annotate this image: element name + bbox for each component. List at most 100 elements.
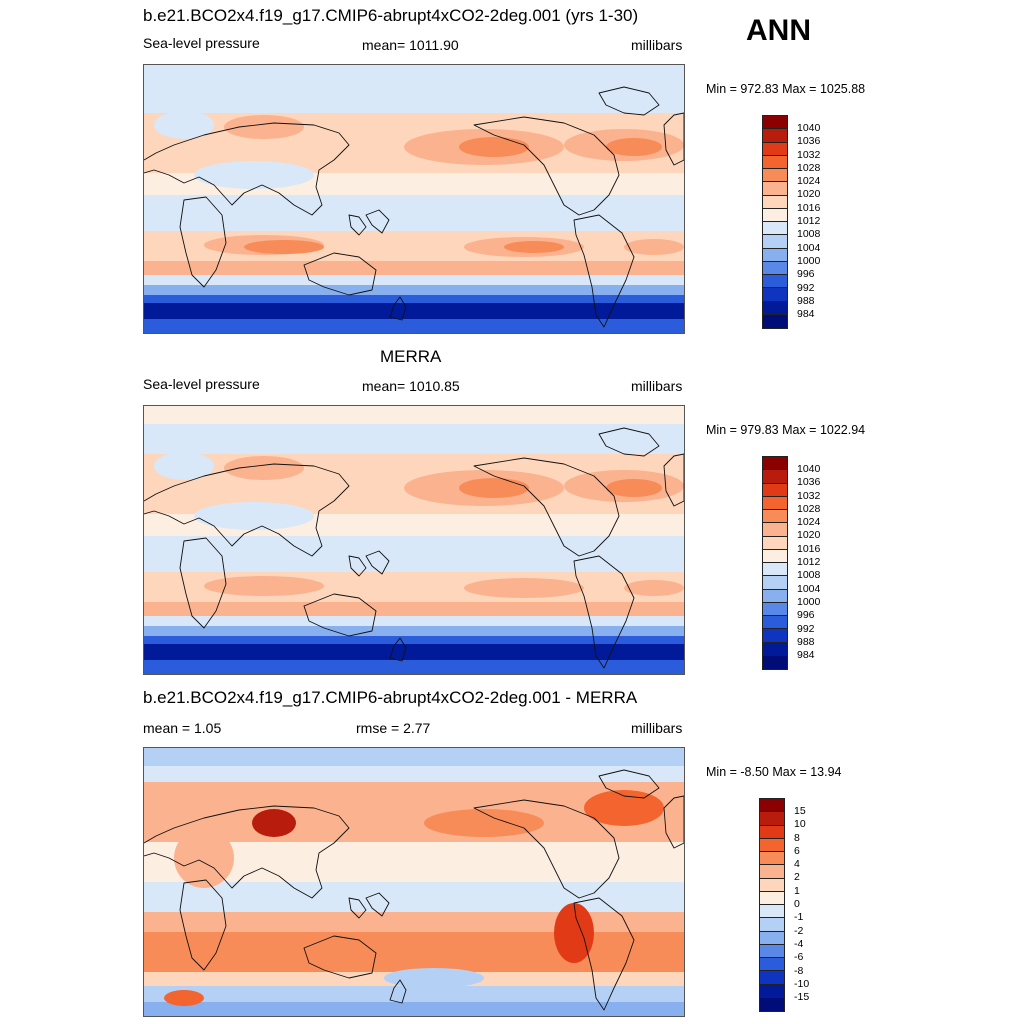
panel2-colorbar-swatch bbox=[763, 616, 787, 630]
panel3-colorbar-swatch bbox=[760, 825, 784, 839]
panel3-colorbar-tick-label: 0 bbox=[794, 898, 800, 911]
panel1-colorbar-swatch bbox=[763, 142, 787, 156]
pressure-band bbox=[144, 536, 684, 572]
panel1-colorbar-tick-label: 1020 bbox=[797, 188, 821, 201]
pressure-band bbox=[144, 83, 684, 113]
pressure-band bbox=[144, 261, 684, 275]
coastline bbox=[389, 637, 407, 662]
panel2-colorbar-tick-label: 1012 bbox=[797, 556, 821, 569]
panel1-colorbar-tick-label: 988 bbox=[797, 294, 815, 307]
panel3-colorbar-swatch bbox=[760, 997, 784, 1011]
pressure-cell bbox=[624, 580, 684, 596]
panel2-colorbar-swatch bbox=[763, 457, 787, 471]
panel1-colorbar-tick-label: 1012 bbox=[797, 215, 821, 228]
panel3-minmax: Min = -8.50 Max = 13.94 bbox=[706, 765, 842, 779]
panel3-colorbar-tick-label: -1 bbox=[794, 911, 804, 924]
panel1-colorbar-tick-label: 1004 bbox=[797, 241, 821, 254]
panel1-colorbar-tick-label: 1024 bbox=[797, 175, 821, 188]
panel3-colorbar-swatch bbox=[760, 799, 784, 813]
coastline bbox=[598, 86, 660, 116]
panel2-colorbar-tick-label: 988 bbox=[797, 635, 815, 648]
panel1-mean: mean= 1011.90 bbox=[362, 37, 459, 53]
pressure-band bbox=[144, 65, 684, 83]
pressure-cell bbox=[164, 990, 204, 1006]
coastline bbox=[303, 935, 377, 979]
panel3-colorbar-tick-label: 6 bbox=[794, 844, 800, 857]
panel3-colorbar-swatch bbox=[760, 918, 784, 932]
coastline bbox=[473, 799, 620, 899]
pressure-band bbox=[144, 406, 684, 424]
pressure-cell bbox=[424, 809, 544, 837]
panel3-colorbar-swatch bbox=[760, 878, 784, 892]
pressure-cell bbox=[606, 479, 662, 497]
panel2-title: MERRA bbox=[380, 347, 442, 366]
panel2-units: millibars bbox=[631, 378, 683, 394]
coastline bbox=[179, 537, 227, 629]
pressure-band bbox=[144, 424, 684, 454]
coastline bbox=[573, 555, 635, 669]
panel1-colorbar-tick-label: 996 bbox=[797, 268, 815, 281]
panel2-colorbar-tick-label: 992 bbox=[797, 622, 815, 635]
panel1-colorbar-swatch bbox=[763, 195, 787, 209]
pressure-cell bbox=[224, 456, 304, 480]
coastline bbox=[573, 214, 635, 328]
panel1-colorbar-labels: 1040 1036 1032 1028 1024 1020 1016 1012 1008 1004… bbox=[797, 122, 820, 321]
panel2-colorbar-labels: 1040 1036 1032 1028 1024 1020 1016 1012 1008 1004… bbox=[797, 463, 820, 662]
pressure-cell bbox=[154, 452, 214, 480]
panel2-colorbar-tick-label: 1000 bbox=[797, 595, 821, 608]
coastline bbox=[348, 214, 367, 236]
coastline bbox=[663, 112, 684, 166]
panel2-colorbar-swatch bbox=[763, 655, 787, 669]
coastline bbox=[144, 122, 350, 216]
panel1-map bbox=[143, 64, 685, 334]
panel1-colorbar-tick-label: 1036 bbox=[797, 135, 821, 148]
panel1-colorbar-swatch bbox=[763, 116, 787, 130]
pressure-cell bbox=[194, 502, 314, 530]
panel1-colorbar-swatch bbox=[763, 155, 787, 169]
panel2-colorbar-swatch bbox=[763, 589, 787, 603]
pressure-cell bbox=[204, 576, 324, 596]
pressure-band bbox=[144, 303, 684, 319]
panel2-minmax: Min = 979.83 Max = 1022.94 bbox=[706, 423, 866, 437]
pressure-cell bbox=[174, 828, 234, 888]
coastline bbox=[365, 892, 390, 917]
panel1-colorbar-tick-label: 1016 bbox=[797, 201, 821, 214]
panel3-rmse: rmse = 2.77 bbox=[356, 720, 431, 736]
panel1-colorbar-swatch bbox=[763, 301, 787, 315]
panel3-colorbar-labels: 15 10 8 6 4 2 1 0 -1 -2 -4 -6 -8 -10 -15 bbox=[794, 805, 809, 1004]
panel2-colorbar-tick-label: 1020 bbox=[797, 529, 821, 542]
panel3-colorbar-tick-label: -15 bbox=[794, 991, 810, 1004]
pressure-band bbox=[144, 275, 684, 285]
pressure-cell bbox=[464, 578, 584, 598]
panel2-colorbar-tick-label: 996 bbox=[797, 609, 815, 622]
pressure-cell bbox=[606, 138, 662, 156]
panel2-colorbar-tick-label: 1024 bbox=[797, 516, 821, 529]
pressure-band bbox=[144, 766, 684, 782]
panel3-colorbar-tick-label: -6 bbox=[794, 951, 804, 964]
panel3-colorbar-tick-label: 10 bbox=[794, 818, 806, 831]
panel1-field-label: Sea-level pressure bbox=[143, 35, 260, 51]
panel2-colorbar-tick-label: 1032 bbox=[797, 489, 821, 502]
coastline bbox=[179, 879, 227, 971]
panel3-mean: mean = 1.05 bbox=[143, 720, 222, 736]
panel3-title: b.e21.BCO2x4.f19_g17.CMIP6-abrupt4xCO2-2… bbox=[143, 688, 638, 707]
pressure-cell bbox=[194, 161, 314, 189]
panel2-colorbar-tick-label: 1028 bbox=[797, 502, 821, 515]
panel1-title: b.e21.BCO2x4.f19_g17.CMIP6-abrupt4xCO2-2… bbox=[143, 6, 639, 25]
panel1-colorbar-tick-label: 1000 bbox=[797, 254, 821, 267]
panel3-colorbar-tick-label: -4 bbox=[794, 937, 804, 950]
pressure-cell bbox=[459, 137, 529, 157]
coastline bbox=[365, 209, 390, 234]
pressure-cell bbox=[624, 239, 684, 255]
pressure-cell bbox=[504, 241, 564, 253]
pressure-cell bbox=[554, 903, 594, 963]
coastline bbox=[144, 805, 350, 899]
panel2-colorbar-swatch bbox=[763, 496, 787, 510]
panel1-colorbar-tick-label: 1028 bbox=[797, 161, 821, 174]
pressure-band bbox=[144, 986, 684, 1002]
panel2-colorbar-swatch bbox=[763, 629, 787, 643]
panel2-colorbar-tick-label: 1004 bbox=[797, 582, 821, 595]
panel1-minmax: Min = 972.83 Max = 1025.88 bbox=[706, 82, 866, 96]
coastline bbox=[348, 555, 367, 577]
coastline bbox=[663, 453, 684, 507]
